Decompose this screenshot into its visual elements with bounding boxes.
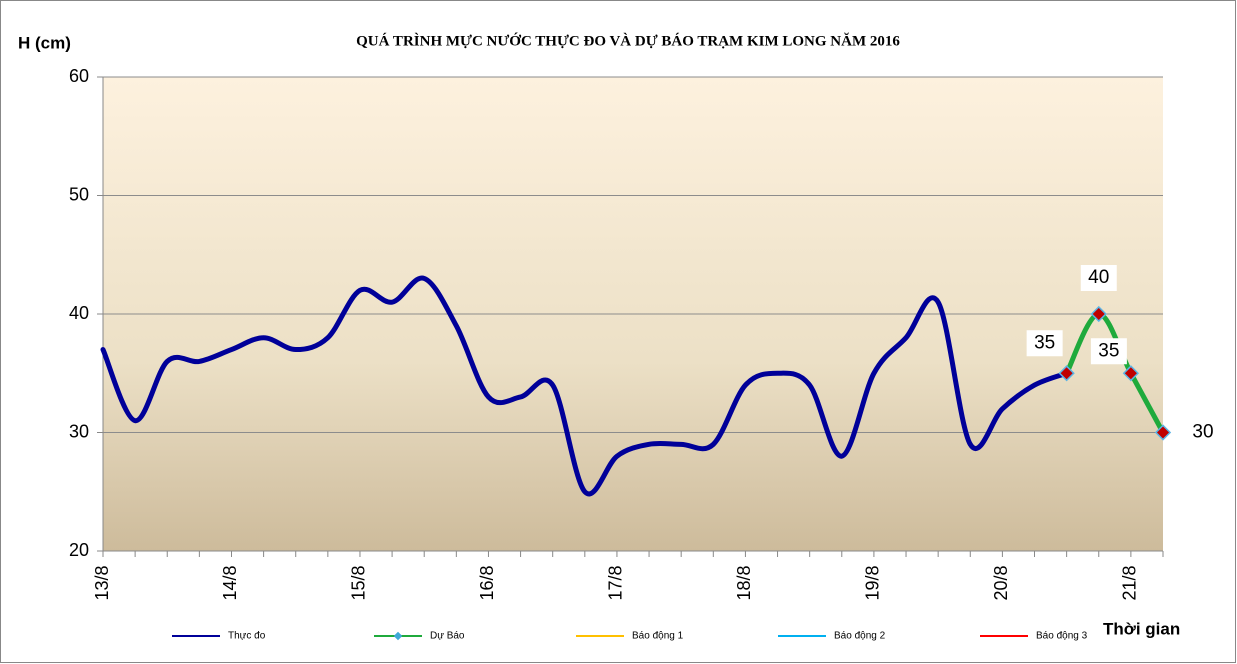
marker: [1058, 365, 1075, 382]
x-tick-label: 21/8: [1120, 565, 1140, 600]
y-tick-label: 30: [69, 421, 89, 441]
legend-label: Báo động 3: [1036, 631, 1088, 642]
legend-label: Báo động 1: [632, 631, 684, 642]
x-tick-label: 19/8: [863, 565, 883, 600]
x-tick-label: 17/8: [606, 565, 626, 600]
legend-marker: [393, 631, 403, 641]
data-label: 40: [1088, 267, 1109, 288]
marker: [1122, 365, 1140, 382]
y-tick-label: 40: [69, 303, 89, 323]
x-axis-label: Thời gian: [1103, 619, 1180, 638]
data-label-bg: [1185, 419, 1221, 446]
data-label-bg: [1090, 338, 1127, 365]
x-tick-label: 14/8: [220, 565, 240, 600]
legend-label: Dự Báo: [430, 631, 465, 642]
data-label: 30: [1192, 422, 1213, 443]
series-line: [100, 275, 1070, 497]
legend-label: Báo động 2: [834, 631, 886, 642]
x-tick-label: 18/8: [734, 565, 754, 600]
y-tick-label: 50: [69, 184, 89, 204]
legend-label: Thực đo: [228, 631, 266, 642]
x-tick-label: 20/8: [991, 565, 1011, 600]
data-label-bg: [1080, 265, 1117, 291]
marker: [1090, 305, 1107, 323]
data-label: 35: [1098, 340, 1119, 361]
y-tick-label: 20: [69, 540, 89, 560]
marker: [1154, 424, 1172, 441]
chart-title: QUÁ TRÌNH MỰC NƯỚC THỰC ĐO VÀ DỰ BÁO TRẠ…: [356, 32, 900, 49]
series-line: [1064, 311, 1166, 435]
x-tick-label: 15/8: [349, 565, 369, 600]
data-label-bg: [1026, 330, 1063, 357]
y-axis-label: H (cm): [18, 33, 71, 52]
x-tick-label: 16/8: [477, 565, 497, 600]
y-tick-label: 60: [69, 66, 89, 86]
data-label: 35: [1034, 332, 1055, 353]
x-tick-label: 13/8: [92, 565, 112, 600]
